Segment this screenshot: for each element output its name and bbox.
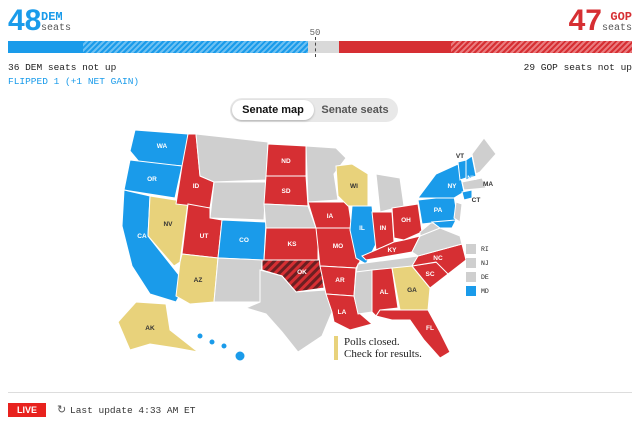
majority-line xyxy=(315,37,316,57)
state-or[interactable] xyxy=(123,159,183,199)
polls-closed-note: Polls closed. Check for results. xyxy=(334,336,422,360)
tab-senate-seats[interactable]: Senate seats xyxy=(321,104,389,116)
label-vt: VT xyxy=(456,153,464,160)
label-or: OR xyxy=(147,176,157,183)
dem-not-up-segment xyxy=(82,41,308,53)
view-toggle: Senate map Senate seats xyxy=(230,98,398,122)
legend-ri-swatch xyxy=(466,244,476,254)
label-id: ID xyxy=(193,183,200,190)
label-pa: PA xyxy=(434,207,443,214)
label-wa: WA xyxy=(157,143,168,150)
state-me[interactable] xyxy=(471,137,497,175)
label-nd: ND xyxy=(281,158,291,165)
polls-closed-line1: Polls closed. xyxy=(344,336,400,348)
label-al: AL xyxy=(380,289,389,296)
label-nc: NC xyxy=(433,255,443,262)
state-nj[interactable] xyxy=(453,201,463,223)
label-ky: KY xyxy=(387,247,397,254)
label-ca: CA xyxy=(137,233,147,240)
state-mt[interactable] xyxy=(195,133,269,183)
state-fl[interactable] xyxy=(375,309,451,359)
state-vt[interactable] xyxy=(457,159,467,181)
dem-seat-count: 48 xyxy=(8,4,42,37)
dem-seats-label: seats xyxy=(41,23,72,34)
legend-nj-swatch xyxy=(466,258,476,268)
legend-ri[interactable]: RI xyxy=(466,244,489,254)
state-ne[interactable] xyxy=(263,203,317,229)
label-sc: SC xyxy=(425,271,434,278)
label-sd: SD xyxy=(281,188,290,195)
label-ct: CT xyxy=(472,197,481,204)
label-wi: WI xyxy=(350,183,358,190)
label-ok: OK xyxy=(297,269,307,276)
footer-divider xyxy=(8,392,632,393)
state-nm[interactable] xyxy=(213,257,263,303)
label-ar: AR xyxy=(335,277,345,284)
state-md[interactable] xyxy=(430,219,457,229)
state-ms[interactable] xyxy=(353,269,373,315)
gop-not-up-segment xyxy=(451,41,632,53)
gop-label: GOP xyxy=(610,10,632,24)
dem-label: DEM xyxy=(41,10,63,24)
label-ak: AK xyxy=(145,325,155,332)
label-co: CO xyxy=(239,237,249,244)
legend-de[interactable]: DE xyxy=(466,272,489,282)
label-in: IN xyxy=(380,225,387,232)
state-ky[interactable] xyxy=(361,235,421,261)
state-mo[interactable] xyxy=(315,227,363,269)
gop-seat-count: 47 xyxy=(568,4,602,37)
gop-seats-label: seats xyxy=(601,23,632,34)
label-oh: OH xyxy=(401,217,411,224)
label-il: IL xyxy=(359,225,365,232)
label-ks: KS xyxy=(287,241,297,248)
state-ny[interactable] xyxy=(417,163,465,199)
state-ct[interactable] xyxy=(461,189,473,201)
last-update-text: Last update 4:33 AM ET xyxy=(70,405,196,416)
polls-closed-line2: Check for results. xyxy=(344,348,422,360)
gop-won-segment xyxy=(338,41,451,53)
state-tx[interactable] xyxy=(244,269,333,353)
legend-md[interactable]: MD xyxy=(466,286,489,296)
state-hi[interactable] xyxy=(196,332,246,362)
state-ma[interactable] xyxy=(461,177,487,191)
label-nh: NH xyxy=(467,175,477,182)
undecided-segment xyxy=(307,41,339,53)
state-oh[interactable] xyxy=(391,203,423,241)
label-ma: MA xyxy=(483,181,493,188)
label-la: LA xyxy=(338,309,347,316)
label-nv: NV xyxy=(163,221,173,228)
senate-summary: 48 DEM seats 50 47 GOP seats xyxy=(0,0,640,40)
state-nh[interactable] xyxy=(465,155,477,181)
live-badge: LIVE xyxy=(8,403,46,417)
dem-not-up-text: 36 DEM seats not up xyxy=(8,62,117,73)
state-wy[interactable] xyxy=(209,181,267,221)
label-ia: IA xyxy=(327,213,334,220)
label-ut: UT xyxy=(200,233,209,240)
label-ga: GA xyxy=(407,287,417,294)
legend-de-swatch xyxy=(466,272,476,282)
label-fl: FL xyxy=(426,325,434,332)
label-mo: MO xyxy=(333,243,343,250)
senate-map: WA OR CA NV ID UT AZ CO ND SD KS OK IA M… xyxy=(117,129,497,362)
flipped-text: FLIPPED 1 (+1 NET GAIN) xyxy=(8,76,140,87)
dem-won-segment xyxy=(8,41,83,53)
label-ny: NY xyxy=(447,183,457,190)
label-az: AZ xyxy=(194,277,203,284)
legend-nj[interactable]: NJ xyxy=(466,258,489,268)
gop-not-up-text: 29 GOP seats not up xyxy=(523,62,632,73)
state-ak[interactable] xyxy=(117,301,199,353)
refresh-icon[interactable]: ↻ xyxy=(57,404,67,416)
seat-balance-bar xyxy=(8,41,632,53)
majority-mark-label: 50 xyxy=(309,28,321,38)
legend-md-swatch xyxy=(466,286,476,296)
tab-senate-map[interactable]: Senate map xyxy=(232,100,314,120)
